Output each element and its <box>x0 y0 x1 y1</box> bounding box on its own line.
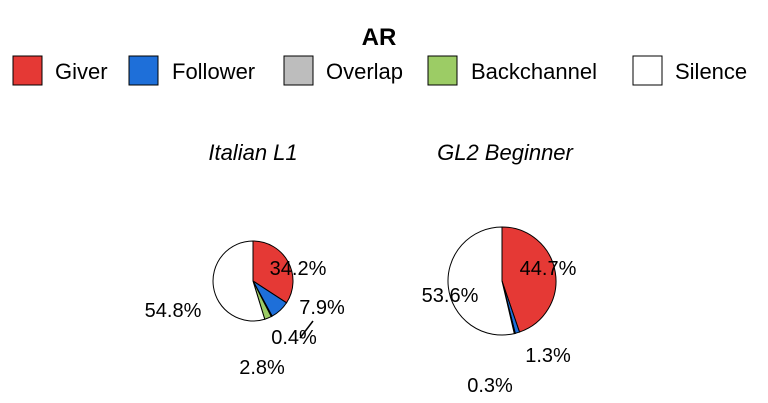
slice-label-gl2-beginner-silence: 53.6% <box>422 285 479 307</box>
legend-swatch-overlap <box>283 55 314 86</box>
slice-label-gl2-beginner-overlap: 0.3% <box>467 375 513 397</box>
slice-label-italian-l1-giver: 34.2% <box>270 258 327 280</box>
legend-label-silence: Silence <box>675 59 747 84</box>
chart-title: AR <box>362 24 397 51</box>
slice-label-italian-l1-backchannel: 2.8% <box>239 357 285 379</box>
legend-swatch-giver <box>12 55 43 86</box>
pies: Italian L1 34.2% 7.9% 0.4% 2.8% 54.8% GL2 Begi… <box>145 140 577 397</box>
slice-label-italian-l1-follower: 7.9% <box>299 297 345 319</box>
pie-gl2-beginner: GL2 Beginner 44.7% 1.3% 0.3% 53.6% <box>422 140 577 397</box>
pie-title-italian-l1: Italian L1 <box>208 140 297 165</box>
slice-label-italian-l1-overlap: 0.4% <box>271 327 317 349</box>
pie-slice-gl2-beginner-silence <box>447 226 515 336</box>
legend-label-follower: Follower <box>172 59 255 84</box>
legend-label-overlap: Overlap <box>326 59 403 84</box>
slice-label-italian-l1-silence: 54.8% <box>145 300 202 322</box>
legend: Giver Follower Overlap Backchannel Silence <box>12 55 747 86</box>
slice-label-gl2-beginner-follower: 1.3% <box>525 345 571 367</box>
legend-label-backchannel: Backchannel <box>471 59 597 84</box>
slice-label-gl2-beginner-giver: 44.7% <box>520 258 577 280</box>
legend-swatch-follower <box>128 55 159 86</box>
pie-title-gl2-beginner: GL2 Beginner <box>437 140 574 165</box>
leader-line-italian-l1-overlap <box>299 320 314 339</box>
legend-swatch-backchannel <box>427 55 458 86</box>
pie-italian-l1: Italian L1 34.2% 7.9% 0.4% 2.8% 54.8% <box>145 140 345 379</box>
legend-label-giver: Giver <box>55 59 108 84</box>
pie-slice-italian-l1-silence <box>212 240 266 322</box>
legend-swatch-silence <box>632 55 663 86</box>
pie-slice-gl2-beginner-giver <box>501 226 557 333</box>
